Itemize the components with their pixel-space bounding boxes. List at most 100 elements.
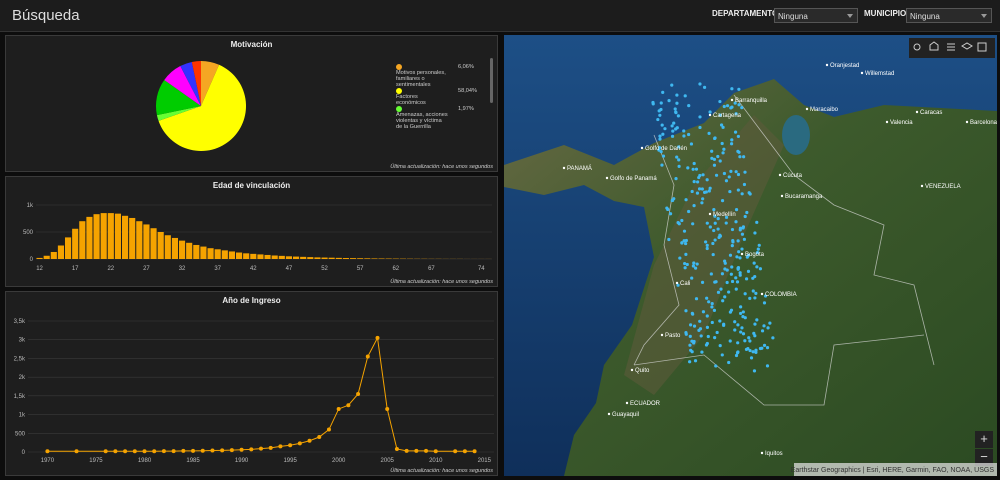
map-point	[698, 82, 701, 85]
x-tick-label: 1975	[89, 458, 103, 464]
map-point	[707, 300, 710, 303]
map-label: Medellín	[713, 212, 736, 218]
point	[201, 449, 205, 453]
map-point	[737, 188, 740, 191]
map-point	[698, 126, 701, 129]
point	[259, 447, 263, 451]
map-point	[742, 155, 745, 158]
zoom-in[interactable]: +	[980, 431, 988, 446]
point	[376, 336, 380, 340]
x-tick-label: 32	[179, 266, 186, 272]
map-canvas[interactable]: OranjestadWillemstadBarranquillaMaracaib…	[504, 35, 997, 476]
bar	[257, 254, 263, 259]
legend-item: Motivos personales, familiares o sentime…	[396, 64, 491, 88]
scrollbar[interactable]	[490, 58, 493, 103]
bar	[94, 214, 100, 259]
map-point	[737, 250, 740, 253]
map-point	[684, 266, 687, 269]
map-point	[740, 247, 743, 250]
point	[230, 448, 234, 452]
map-point	[752, 289, 755, 292]
map-point	[685, 333, 688, 336]
map-point	[687, 210, 690, 213]
map-point	[738, 155, 741, 158]
x-tick-label: 1990	[235, 458, 249, 464]
map-point	[753, 369, 756, 372]
map-point	[674, 177, 677, 180]
filter-select[interactable]: Ninguna	[774, 8, 858, 23]
map-label: Willemstad	[865, 71, 894, 77]
map-city-dot	[641, 147, 643, 149]
map-point	[730, 142, 733, 145]
map-point	[754, 351, 757, 354]
map-point	[745, 277, 748, 280]
map-point	[741, 315, 744, 318]
map-label: Cali	[680, 281, 690, 287]
bar	[364, 258, 370, 259]
map-point	[706, 244, 709, 247]
map-label: Maracaibo	[810, 107, 839, 113]
x-tick-label: 2015	[478, 458, 492, 464]
bar	[37, 258, 43, 259]
map-point	[734, 220, 737, 223]
map-point	[716, 331, 719, 334]
map-point	[734, 131, 737, 134]
point	[249, 447, 253, 451]
map-point	[701, 173, 704, 176]
point	[414, 449, 418, 453]
map-point	[748, 297, 751, 300]
map-point	[771, 336, 774, 339]
map-point	[703, 191, 706, 194]
map-point	[693, 162, 696, 165]
map-point	[723, 105, 726, 108]
chart-title: Motivación	[231, 40, 273, 49]
map-point	[696, 192, 699, 195]
map-point	[731, 240, 734, 243]
map-point	[739, 312, 742, 315]
map-city-dot	[709, 114, 711, 116]
map-label: Cartagena	[713, 113, 742, 119]
bar	[172, 238, 178, 259]
map-toolbar	[909, 38, 995, 58]
map-point	[733, 328, 736, 331]
map-point	[759, 267, 762, 270]
bar	[229, 251, 235, 259]
legend-label: Motivos personales, familiares o sentime…	[396, 70, 448, 88]
map-point	[694, 266, 697, 269]
x-tick-label: 2005	[381, 458, 395, 464]
bar	[115, 214, 121, 259]
map-city-dot	[861, 72, 863, 74]
map-point	[743, 238, 746, 241]
map-point	[741, 192, 744, 195]
line	[47, 338, 474, 451]
bar	[336, 258, 342, 259]
map-point	[753, 296, 756, 299]
map-label: Cúcuta	[783, 173, 803, 179]
zoom-out[interactable]: −	[980, 449, 988, 464]
map-city-dot	[709, 213, 711, 215]
bar	[186, 243, 192, 259]
map-point	[730, 87, 733, 90]
map-point	[757, 248, 760, 251]
map-label: Barcelona	[970, 120, 997, 126]
bar	[314, 257, 320, 259]
map-city-dot	[631, 369, 633, 371]
map-point	[742, 310, 745, 313]
map-city-dot	[916, 111, 918, 113]
map-point	[753, 334, 756, 337]
map-point	[690, 276, 693, 279]
point	[172, 449, 176, 453]
map-point	[713, 238, 716, 241]
map-point	[696, 180, 699, 183]
bar	[357, 258, 363, 259]
filter-select[interactable]: Ninguna	[906, 8, 992, 23]
bar	[329, 258, 335, 259]
map-point	[743, 171, 746, 174]
map-point	[731, 244, 734, 247]
legend-value: 58,04%	[458, 88, 477, 94]
map-city-dot	[731, 99, 733, 101]
